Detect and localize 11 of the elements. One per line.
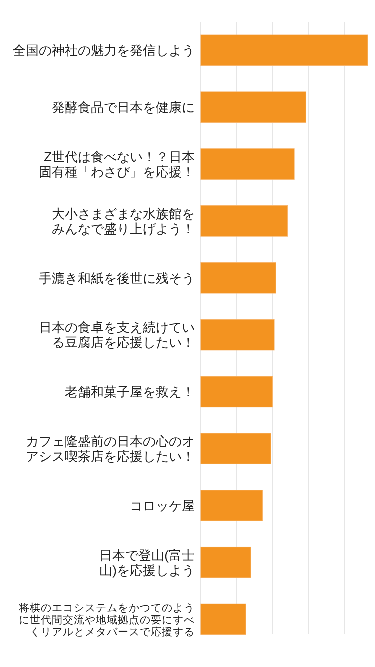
y-tick-label: 全国の神社の魅力を発信しよう (13, 43, 195, 58)
y-tick-label: 将棋のエコシステムをかつてのように世代間交流や地域拠点の要にすべくリアルとメタバースで応援する (18, 602, 195, 638)
y-tick-label: コロッケ屋 (130, 498, 195, 514)
y-tick-label: 発酵食品で日本を健康に (52, 100, 195, 116)
y-tick-label: 日本の食卓を支え続けている豆腐店を応援したい！ (39, 320, 195, 350)
y-tick-label: 大小さまざまな水族館をみんなで盛り上げよう！ (52, 206, 195, 236)
y-tick-label: Z世代は食べない！？日本固有種「わさび」を応援！ (39, 149, 195, 180)
y-tick-label: 手漉き和紙を後世に残そう (39, 270, 195, 286)
y-tick-label: 老舗和菓子屋を救え！ (65, 384, 195, 400)
y-tick-label: カフェ隆盛前の日本の心のオアシス喫茶店を応援したい！ (26, 434, 195, 464)
y-tick-label: 日本で登山(富士山)を応援しよう (100, 548, 195, 578)
